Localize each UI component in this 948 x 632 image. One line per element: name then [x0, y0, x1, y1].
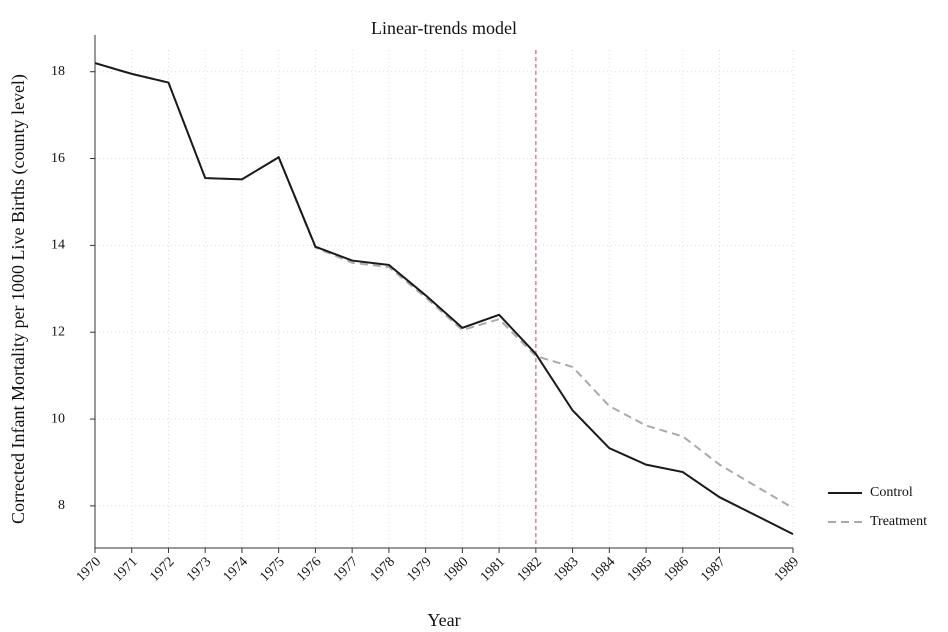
- x-axis-label: Year: [427, 610, 460, 630]
- legend-label: Treatment: [870, 514, 927, 529]
- x-tick-label: 1984: [588, 554, 618, 584]
- x-tick-label: 1987: [698, 554, 728, 584]
- chart-title: Linear-trends model: [371, 18, 517, 38]
- x-tick-label: 1985: [625, 554, 655, 584]
- y-tick-label: 16: [51, 151, 65, 166]
- x-tick-label: 1975: [257, 554, 287, 584]
- x-tick-label: 1970: [74, 554, 104, 584]
- y-tick-label: 18: [51, 64, 65, 79]
- y-axis-label: Corrected Infant Mortality per 1000 Live…: [8, 74, 29, 524]
- x-tick-label: 1973: [184, 554, 214, 584]
- x-tick-label: 1978: [368, 554, 398, 584]
- x-tick-label: 1981: [478, 554, 508, 584]
- x-tick-label: 1982: [515, 554, 545, 584]
- x-tick-label: 1989: [772, 554, 802, 584]
- x-tick-label: 1972: [147, 554, 177, 584]
- x-tick-label: 1983: [551, 554, 581, 584]
- y-tick-label: 8: [58, 498, 65, 513]
- x-tick-label: 1976: [294, 554, 324, 584]
- y-tick-label: 12: [51, 324, 65, 339]
- data-line: [94, 62, 794, 509]
- x-tick-label: 1974: [221, 554, 251, 584]
- x-tick-label: 1977: [331, 554, 361, 584]
- x-tick-label: 1979: [404, 554, 434, 584]
- x-tick-label: 1971: [110, 554, 140, 584]
- x-tick-label: 1980: [441, 554, 471, 584]
- data-line: [94, 62, 794, 535]
- x-tick-label: 1986: [661, 554, 691, 584]
- legend-label: Control: [870, 485, 913, 500]
- y-tick-label: 10: [51, 411, 65, 426]
- y-tick-label: 14: [51, 238, 65, 253]
